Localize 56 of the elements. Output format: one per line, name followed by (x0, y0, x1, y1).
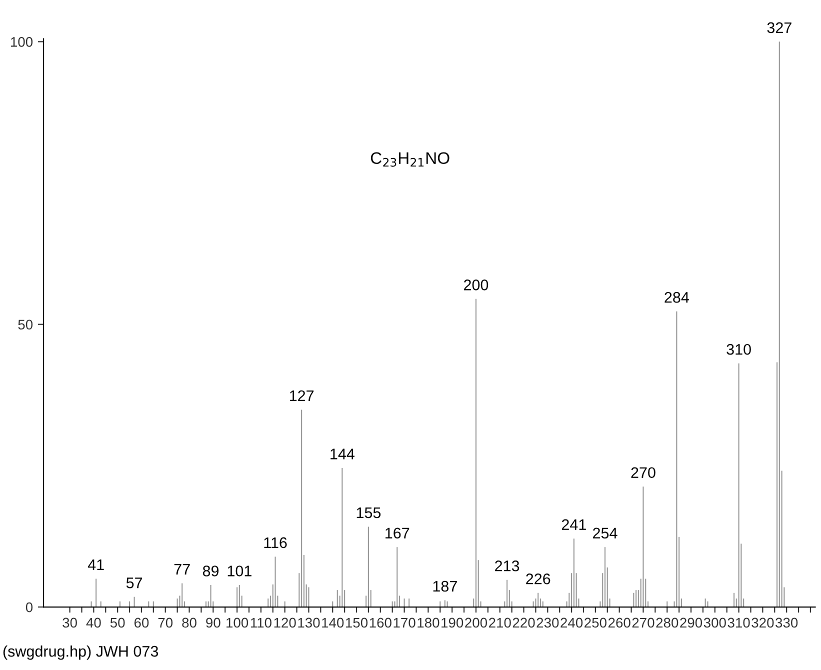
x-tick-label: 160 (370, 618, 392, 628)
annotation: 226 (526, 573, 550, 584)
x-tick-label: 230 (536, 618, 559, 628)
annotation: 213 (495, 560, 520, 572)
annotation: 270 (631, 467, 656, 478)
annotation: 41 (88, 560, 104, 570)
annotation: 200 (464, 280, 488, 290)
annotation: 167 (386, 528, 410, 539)
x-tick-label: 30 (62, 618, 77, 628)
x-tick-label: 260 (608, 618, 630, 628)
annotation: 144 (330, 448, 354, 460)
annotation: 155 (356, 508, 381, 518)
x-tick-label: 280 (656, 618, 678, 628)
x-tick-label: 310 (728, 618, 750, 628)
annotation: 89 (202, 566, 219, 576)
x-tick-label: 220 (512, 618, 535, 628)
annotation: 187 (433, 580, 457, 592)
y-tick-label: 50 (18, 320, 33, 330)
x-tick-label: 330 (776, 618, 798, 628)
x-tick-label: 130 (298, 618, 320, 628)
annotation: 310 (726, 344, 751, 355)
x-tick-label: 170 (394, 618, 416, 628)
x-tick-label: 300 (704, 618, 726, 628)
x-tick-label: 250 (584, 618, 606, 628)
y-tick-label: 100 (10, 37, 33, 47)
x-tick-label: 50 (110, 618, 125, 628)
annotation: 57 (126, 578, 142, 588)
x-tick-label: 270 (632, 618, 654, 628)
annotation: 101 (228, 566, 252, 576)
x-tick-label: 320 (752, 618, 774, 628)
annotation: 327 (767, 22, 792, 34)
annotation: 116 (264, 537, 287, 548)
x-tick-label: 60 (134, 618, 149, 628)
y-tick-label: 0 (26, 602, 33, 612)
annotation: 77 (174, 564, 190, 575)
x-tick-label: 180 (418, 618, 440, 628)
x-tick-label: 150 (346, 618, 368, 628)
annotation: C$_{23}$H$_{21}$NO (370, 152, 450, 167)
x-tick-label: 200 (465, 618, 488, 628)
x-tick-label: 210 (488, 618, 511, 628)
x-tick-label: 140 (322, 618, 344, 628)
x-tick-label: 40 (86, 618, 101, 628)
text: (swgdrug.hp) JWH 073 (3, 646, 158, 660)
x-tick-label: 290 (680, 618, 702, 628)
annotation: 254 (593, 528, 618, 539)
x-tick-label: 80 (182, 618, 196, 628)
x-tick-label: 110 (250, 618, 272, 628)
annotation: 241 (562, 519, 586, 530)
x-tick-label: 90 (206, 618, 220, 628)
x-tick-label: 70 (158, 618, 173, 628)
x-tick-label: 100 (226, 618, 248, 628)
x-tick-label: 190 (442, 618, 464, 628)
annotation: 284 (664, 292, 689, 303)
annotation: 127 (290, 390, 314, 401)
x-tick-label: 240 (560, 618, 583, 628)
x-tick-label: 120 (274, 618, 296, 628)
